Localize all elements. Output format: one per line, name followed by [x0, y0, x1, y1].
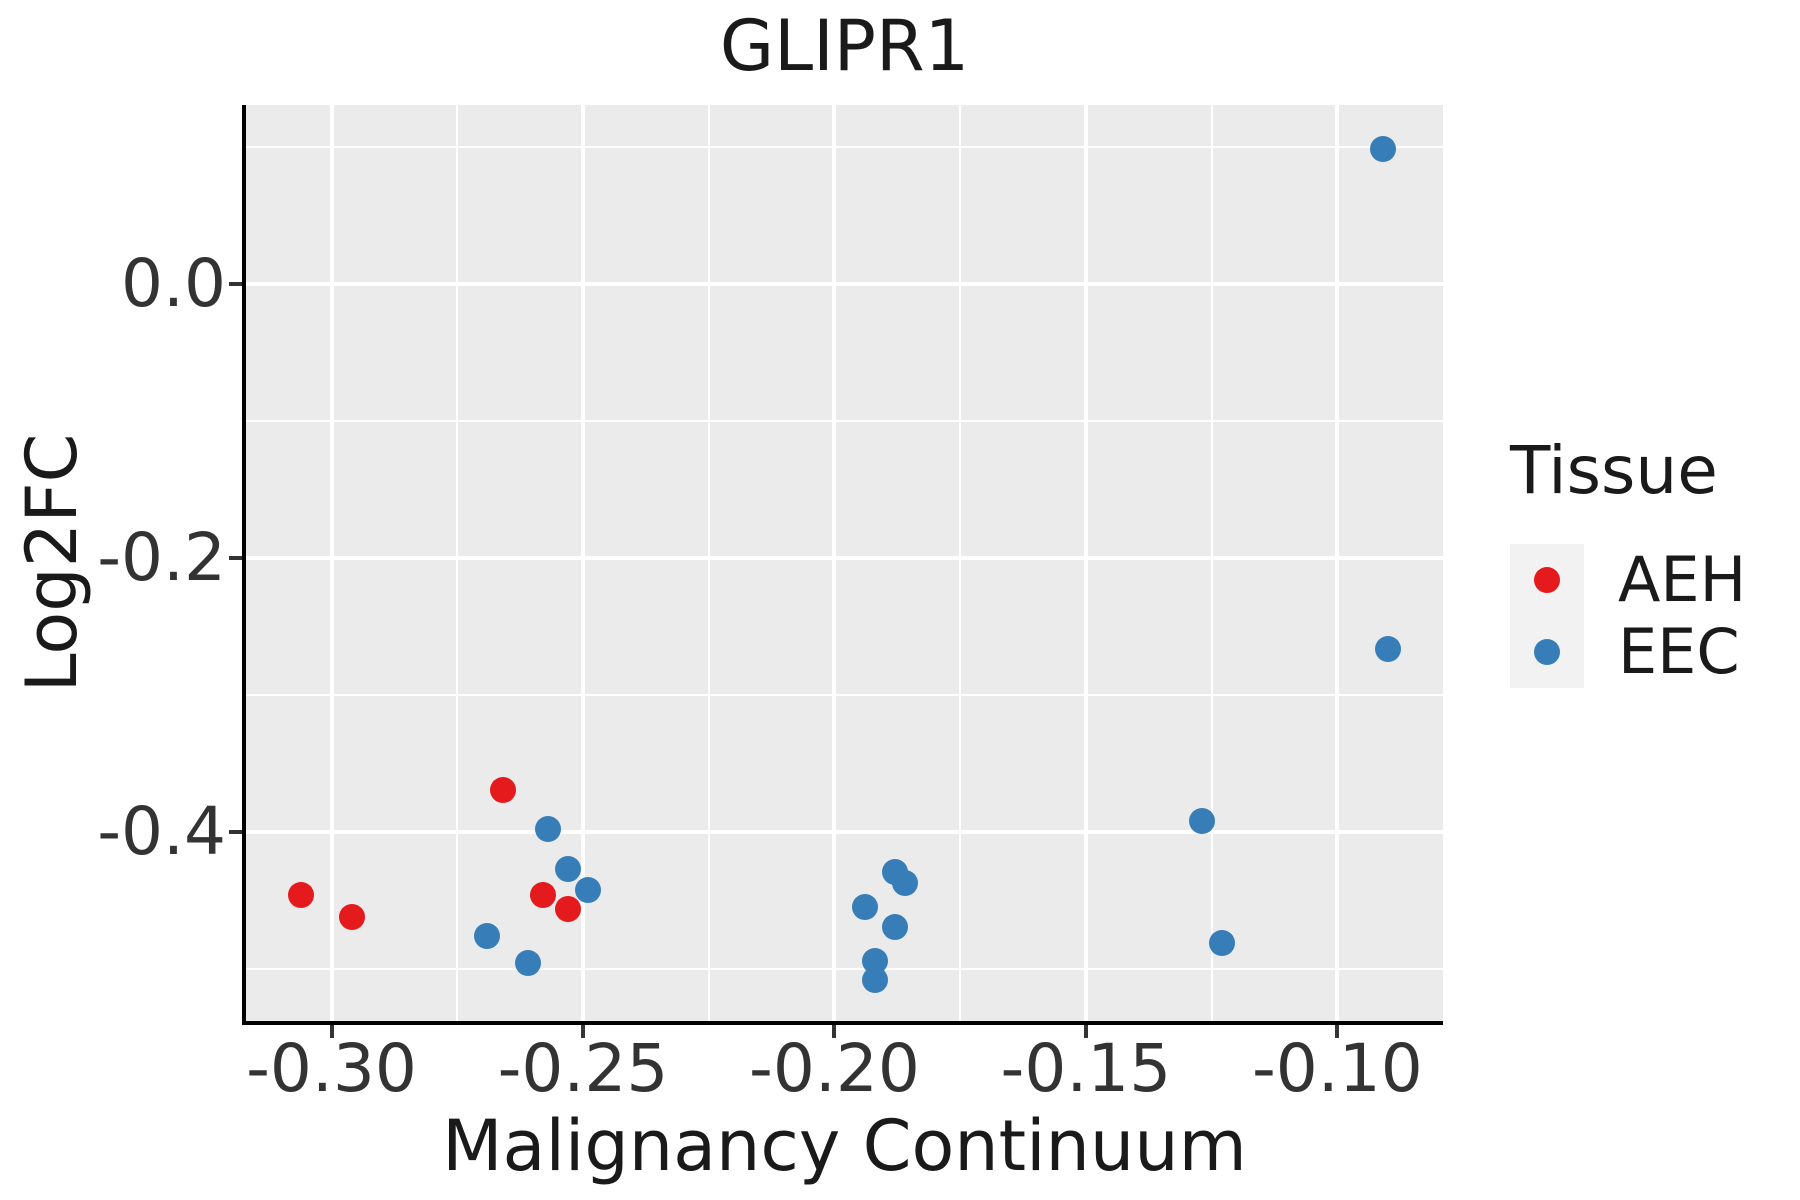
x-axis-title: Malignancy Continuum	[442, 1105, 1247, 1187]
legend-title: Tissue	[1510, 432, 1718, 509]
y-minor-gridline	[246, 146, 1443, 149]
data-point-eec	[881, 913, 908, 940]
legend-key-box	[1510, 544, 1584, 616]
legend-entry-aeh: AEH	[1510, 544, 1746, 616]
x-tick-mark	[329, 1025, 334, 1038]
plot-panel	[246, 105, 1443, 1021]
x-tick-mark	[580, 1025, 585, 1038]
aeh-point-icon	[1534, 567, 1560, 593]
y-tick-mark	[229, 830, 242, 835]
y-minor-gridline	[246, 694, 1443, 697]
y-tick-mark	[229, 556, 242, 561]
legend-label-aeh: AEH	[1618, 543, 1747, 616]
x-major-gridline	[1335, 105, 1340, 1021]
y-minor-gridline	[246, 967, 1443, 970]
data-point-eec	[861, 966, 888, 993]
data-point-eec	[891, 869, 918, 896]
y-axis-title: Log2FC	[11, 433, 93, 693]
x-tick-label: -0.15	[1000, 1030, 1172, 1107]
plot-title: GLIPR1	[719, 5, 970, 87]
x-major-gridline	[580, 105, 585, 1021]
data-point-eec	[1374, 635, 1401, 662]
data-point-eec	[514, 950, 541, 977]
x-axis-line	[242, 1021, 1443, 1025]
data-point-eec	[1188, 808, 1215, 835]
y-tick-label: -0.2	[97, 519, 226, 597]
legend-key-box	[1510, 616, 1584, 688]
y-axis-line	[242, 105, 246, 1025]
legend: Tissue AEH EEC	[1510, 438, 1746, 688]
data-point-aeh	[529, 882, 556, 909]
y-tick-label: -0.4	[97, 793, 226, 871]
data-point-eec	[474, 923, 501, 950]
data-point-aeh	[338, 903, 365, 930]
x-tick-label: -0.30	[246, 1030, 417, 1107]
data-point-aeh	[489, 776, 516, 803]
x-minor-gridline	[707, 105, 710, 1021]
data-point-aeh	[288, 882, 315, 909]
legend-label-eec: EEC	[1618, 615, 1740, 688]
x-major-gridline	[1083, 105, 1088, 1021]
x-tick-mark	[1335, 1025, 1340, 1038]
data-point-aeh	[554, 895, 581, 922]
x-tick-mark	[832, 1025, 837, 1038]
data-point-eec	[1208, 929, 1235, 956]
x-major-gridline	[832, 105, 837, 1021]
eec-point-icon	[1534, 639, 1560, 665]
x-tick-label: -0.10	[1251, 1030, 1423, 1107]
y-tick-label: 0.0	[121, 245, 226, 323]
x-minor-gridline	[1210, 105, 1213, 1021]
x-minor-gridline	[456, 105, 459, 1021]
y-major-gridline	[246, 282, 1443, 287]
data-point-eec	[1369, 135, 1396, 162]
y-minor-gridline	[246, 420, 1443, 423]
y-major-gridline	[246, 556, 1443, 561]
data-point-eec	[575, 876, 601, 903]
data-point-eec	[851, 894, 878, 921]
data-point-eec	[554, 856, 581, 883]
x-minor-gridline	[959, 105, 962, 1021]
legend-entry-eec: EEC	[1510, 616, 1746, 688]
data-point-eec	[534, 816, 561, 843]
y-major-gridline	[246, 830, 1443, 835]
x-tick-mark	[1083, 1025, 1088, 1038]
x-tick-label: -0.25	[497, 1030, 669, 1107]
x-major-gridline	[329, 105, 334, 1021]
y-tick-mark	[229, 282, 242, 287]
x-tick-label: -0.20	[749, 1030, 920, 1107]
